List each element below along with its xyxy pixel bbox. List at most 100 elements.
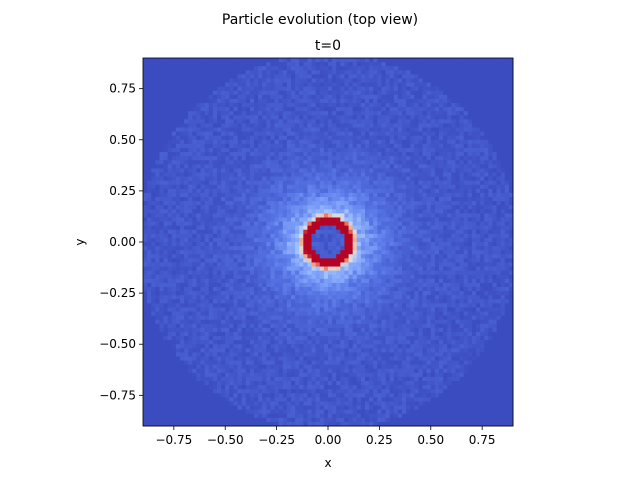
- heatmap-cell: [151, 192, 156, 198]
- heatmap-cell: [307, 123, 312, 128]
- heatmap-cell: [274, 397, 280, 402]
- heatmap-cell: [180, 233, 185, 239]
- heatmap-cell: [143, 176, 148, 182]
- heatmap-cell: [167, 303, 173, 308]
- heatmap-cell: [225, 237, 230, 243]
- heatmap-cell: [270, 123, 275, 128]
- heatmap-cell: [196, 152, 201, 157]
- heatmap-cell: [356, 303, 362, 308]
- heatmap-cell: [352, 90, 358, 96]
- heatmap-cell: [332, 221, 337, 227]
- heatmap-cell: [299, 417, 304, 423]
- heatmap-cell: [348, 102, 354, 108]
- heatmap-cell: [180, 266, 185, 272]
- heatmap-cell: [167, 250, 173, 255]
- heatmap-cell: [295, 315, 300, 321]
- heatmap-cell: [319, 70, 325, 75]
- heatmap-cell: [229, 78, 234, 83]
- heatmap-cell: [295, 242, 300, 247]
- heatmap-cell: [249, 160, 255, 165]
- heatmap-cell: [221, 286, 226, 292]
- heatmap-cell: [295, 266, 300, 272]
- heatmap-cell: [225, 299, 230, 304]
- heatmap-cell: [233, 368, 238, 374]
- heatmap-cell: [184, 225, 189, 231]
- heatmap-cell: [282, 376, 288, 382]
- heatmap-cell: [311, 176, 317, 182]
- heatmap-cell: [311, 66, 317, 71]
- heatmap-cell: [340, 340, 345, 345]
- heatmap-cell: [328, 168, 333, 173]
- heatmap-cell: [151, 102, 156, 108]
- heatmap-cell: [188, 409, 193, 415]
- heatmap-cell: [266, 168, 271, 173]
- heatmap-cell: [323, 172, 329, 177]
- heatmap-cell: [147, 127, 152, 132]
- heatmap-cell: [328, 213, 333, 218]
- heatmap-cell: [340, 266, 345, 272]
- heatmap-cell: [245, 156, 251, 161]
- heatmap-cell: [212, 188, 218, 194]
- heatmap-cell: [196, 131, 201, 137]
- heatmap-cell: [282, 331, 288, 337]
- heatmap-cell: [200, 184, 206, 190]
- heatmap-cell: [171, 94, 177, 100]
- heatmap-cell: [315, 381, 321, 386]
- heatmap-cell: [221, 217, 226, 222]
- heatmap-cell: [340, 107, 345, 112]
- heatmap-cell: [229, 344, 234, 349]
- heatmap-cell: [332, 352, 337, 357]
- heatmap-cell: [245, 303, 251, 308]
- heatmap-cell: [336, 282, 341, 288]
- heatmap-cell: [225, 344, 230, 349]
- heatmap-cell: [221, 221, 226, 227]
- heatmap-cell: [340, 82, 345, 88]
- heatmap-cell: [360, 188, 366, 194]
- heatmap-cell: [204, 115, 210, 120]
- heatmap-cell: [192, 197, 197, 202]
- heatmap-cell: [295, 340, 300, 345]
- heatmap-cell: [311, 291, 317, 296]
- heatmap-cell: [274, 143, 280, 149]
- heatmap-cell: [303, 270, 308, 276]
- heatmap-cell: [225, 221, 230, 227]
- heatmap-cell: [311, 147, 317, 153]
- heatmap-cell: [282, 385, 288, 390]
- heatmap-cell: [352, 217, 358, 222]
- heatmap-cell: [233, 397, 238, 402]
- heatmap-cell: [307, 315, 312, 321]
- heatmap-cell: [360, 66, 366, 71]
- heatmap-cell: [225, 94, 230, 100]
- heatmap-cell: [225, 66, 230, 71]
- heatmap-cell: [278, 94, 284, 100]
- heatmap-cell: [175, 229, 181, 235]
- heatmap-cell: [249, 197, 255, 202]
- heatmap-cell: [332, 217, 337, 222]
- heatmap-cell: [225, 58, 230, 63]
- heatmap-cell: [291, 127, 296, 132]
- heatmap-cell: [282, 278, 288, 284]
- heatmap-cell: [356, 413, 362, 419]
- heatmap-cell: [221, 123, 226, 128]
- heatmap-cell: [254, 139, 259, 145]
- heatmap-cell: [147, 98, 152, 104]
- heatmap-cell: [204, 266, 210, 272]
- heatmap-cell: [315, 66, 321, 71]
- heatmap-cell: [356, 286, 362, 292]
- heatmap-cell: [241, 385, 247, 390]
- heatmap-cell: [208, 323, 214, 329]
- heatmap-cell: [212, 115, 218, 120]
- heatmap-cell: [303, 417, 308, 423]
- heatmap-cell: [291, 368, 296, 374]
- heatmap-cell: [237, 282, 243, 288]
- heatmap-cell: [184, 336, 189, 341]
- heatmap-cell: [311, 340, 317, 345]
- heatmap-cell: [348, 233, 354, 239]
- heatmap-cell: [245, 131, 251, 137]
- heatmap-cell: [365, 258, 370, 263]
- heatmap-cell: [151, 58, 156, 63]
- heatmap-cell: [307, 221, 312, 227]
- heatmap-cell: [270, 409, 275, 415]
- heatmap-cell: [241, 82, 247, 88]
- heatmap-cell: [143, 197, 148, 202]
